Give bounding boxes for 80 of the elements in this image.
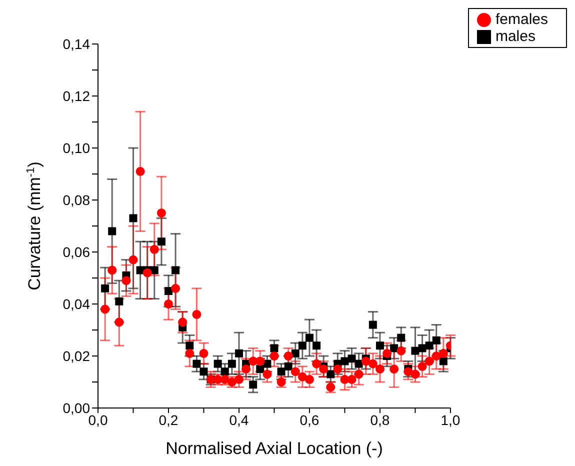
x-tick-label: 0,8 [370,412,390,428]
y-tick-label: 0,02 [62,348,90,364]
point [156,208,166,218]
x-tick-label: 0,6 [300,412,320,428]
point [291,349,300,358]
x-tick-label: 0,4 [229,412,249,428]
point [304,374,314,384]
point [214,360,222,368]
point [150,244,159,254]
point [242,364,251,374]
point [375,364,384,374]
point [150,266,158,274]
y-tick-label: 0,12 [62,88,90,104]
legend-label: females [495,11,548,28]
point [411,346,420,355]
point [101,284,110,292]
point [432,351,441,361]
point [298,342,306,350]
point [361,356,370,366]
point [418,344,426,352]
point [354,370,364,379]
x-tick-label: 0,0 [88,412,108,428]
point [172,266,180,274]
y-tick-label: 0,08 [62,192,90,208]
point [439,357,448,366]
point [298,372,307,382]
point [199,348,208,358]
point [129,214,138,222]
y-tick-label: 0,00 [62,400,90,416]
point [192,310,202,319]
point [284,351,293,361]
point [438,348,448,358]
point [319,364,328,374]
y-tick-label: 0,06 [62,244,90,260]
point [108,227,116,236]
point [277,368,286,376]
point [100,304,110,314]
x-tick-label: 0,2 [158,412,178,428]
point [376,342,384,350]
point [340,357,349,366]
point [348,354,356,363]
point [305,334,314,342]
point [200,368,208,376]
point [312,359,322,368]
point [312,342,321,350]
x-tick-label: 1,0 [440,412,460,428]
point [390,344,398,352]
point [397,334,406,342]
point [390,364,399,374]
point [192,360,201,368]
point [142,268,152,278]
point [108,266,117,275]
y-tick-label: 0,10 [62,140,90,156]
point [354,360,363,368]
point [425,342,434,350]
y-tick-label: 0,04 [62,296,90,312]
point [114,318,124,327]
point [249,380,258,389]
point [368,359,378,368]
point [136,166,145,176]
legend-label: males [495,28,536,45]
point [368,320,377,329]
point [234,349,243,358]
point [270,344,278,352]
point [128,255,138,264]
point [122,276,131,286]
point [164,287,172,295]
point [171,284,180,293]
point [326,370,335,378]
y-tick-label: 0,14 [62,36,90,52]
x-axis-title: Normalised Axial Location (-) [166,439,383,458]
point [228,360,236,368]
point [290,367,300,376]
point [432,336,440,344]
point [157,238,166,246]
point [382,348,392,358]
point [347,374,356,384]
point [178,318,188,327]
point [262,370,272,379]
point [396,346,406,356]
